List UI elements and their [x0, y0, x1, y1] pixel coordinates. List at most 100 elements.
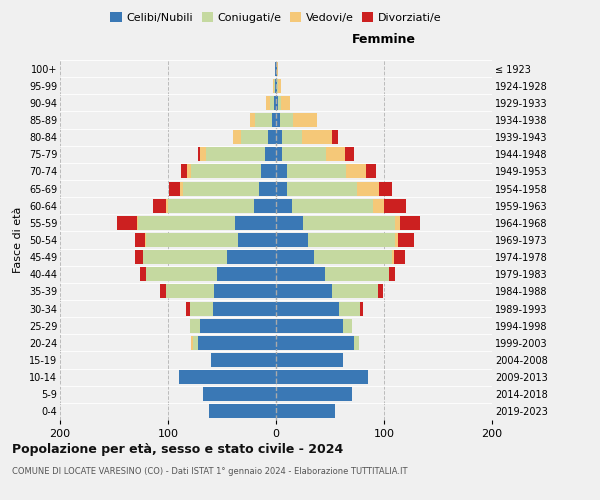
Bar [261, 164, 276, 178]
Bar [346, 164, 365, 178]
Bar [190, 318, 200, 332]
Bar [384, 198, 406, 212]
Bar [303, 216, 395, 230]
Bar [143, 250, 227, 264]
Bar [392, 250, 394, 264]
Bar [343, 318, 352, 332]
Bar [117, 216, 137, 230]
Bar [200, 318, 276, 332]
Bar [276, 130, 283, 144]
Bar [283, 148, 326, 162]
Bar [283, 130, 302, 144]
Bar [280, 113, 293, 127]
Bar [187, 164, 191, 178]
Bar [276, 113, 280, 127]
Bar [269, 96, 274, 110]
Bar [235, 216, 276, 230]
Bar [153, 198, 166, 212]
Text: Popolazione per età, sesso e stato civile - 2024: Popolazione per età, sesso e stato civil… [12, 442, 343, 456]
Bar [227, 250, 276, 264]
Bar [191, 164, 261, 178]
Bar [265, 148, 276, 162]
Bar [191, 336, 193, 350]
Text: COMUNE DI LOCATE VARESINO (CO) - Dati ISTAT 1° gennaio 2024 - Elaborazione TUTTI: COMUNE DI LOCATE VARESINO (CO) - Dati IS… [12, 468, 407, 476]
Bar [394, 250, 404, 264]
Bar [256, 113, 272, 127]
Bar [395, 216, 400, 230]
Bar [145, 233, 146, 247]
Bar [272, 113, 276, 127]
Bar [326, 148, 345, 162]
Bar [276, 268, 325, 281]
Bar [276, 182, 287, 196]
Bar [292, 198, 373, 212]
Bar [166, 284, 214, 298]
Bar [354, 336, 359, 350]
Bar [250, 113, 256, 127]
Y-axis label: Fasce di età: Fasce di età [13, 207, 23, 273]
Bar [274, 78, 275, 92]
Bar [198, 336, 276, 350]
Bar [211, 353, 276, 367]
Bar [276, 370, 368, 384]
Bar [400, 216, 419, 230]
Bar [276, 284, 332, 298]
Bar [134, 250, 143, 264]
Bar [293, 113, 317, 127]
Bar [365, 164, 376, 178]
Bar [332, 284, 377, 298]
Bar [278, 78, 281, 92]
Bar [345, 148, 354, 162]
Bar [357, 182, 379, 196]
Bar [395, 233, 398, 247]
Bar [276, 404, 335, 418]
Bar [275, 62, 276, 76]
Bar [281, 96, 290, 110]
Bar [203, 388, 276, 402]
Bar [180, 182, 183, 196]
Bar [276, 388, 352, 402]
Bar [217, 268, 276, 281]
Bar [140, 268, 146, 281]
Bar [276, 62, 277, 76]
Bar [360, 302, 364, 316]
Bar [276, 164, 287, 178]
Bar [181, 164, 187, 178]
Bar [259, 182, 276, 196]
Bar [200, 148, 206, 162]
Bar [160, 284, 166, 298]
Bar [193, 336, 198, 350]
Bar [190, 302, 214, 316]
Bar [287, 182, 357, 196]
Bar [379, 182, 392, 196]
Bar [137, 216, 138, 230]
Bar [266, 96, 269, 110]
Bar [183, 182, 259, 196]
Bar [146, 268, 217, 281]
Bar [389, 268, 395, 281]
Bar [179, 370, 276, 384]
Bar [373, 198, 384, 212]
Bar [138, 216, 235, 230]
Bar [169, 182, 180, 196]
Bar [314, 250, 392, 264]
Bar [276, 353, 343, 367]
Bar [254, 198, 276, 212]
Bar [233, 130, 241, 144]
Bar [206, 148, 265, 162]
Bar [268, 130, 276, 144]
Bar [325, 268, 389, 281]
Bar [276, 96, 278, 110]
Bar [276, 198, 292, 212]
Bar [287, 164, 346, 178]
Bar [332, 130, 338, 144]
Bar [146, 233, 238, 247]
Bar [276, 233, 308, 247]
Bar [168, 198, 254, 212]
Bar [214, 302, 276, 316]
Bar [277, 62, 278, 76]
Bar [277, 78, 278, 92]
Bar [276, 148, 283, 162]
Bar [278, 96, 281, 110]
Bar [198, 148, 200, 162]
